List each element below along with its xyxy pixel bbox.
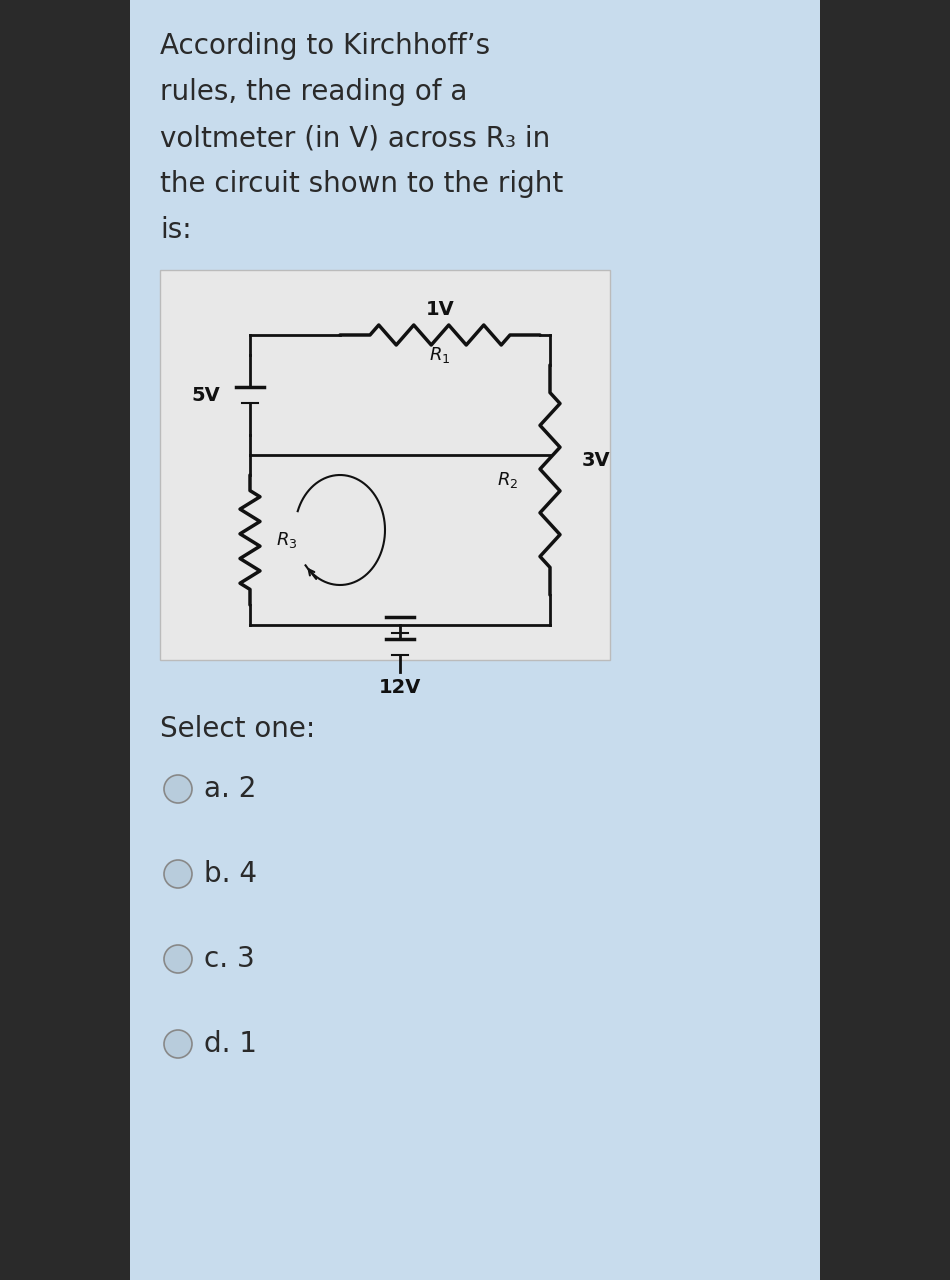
Text: voltmeter (in V) across R₃ in: voltmeter (in V) across R₃ in: [160, 124, 550, 152]
Text: rules, the reading of a: rules, the reading of a: [160, 78, 467, 106]
Circle shape: [164, 945, 192, 973]
Text: the circuit shown to the right: the circuit shown to the right: [160, 170, 563, 198]
Text: 12V: 12V: [379, 677, 421, 696]
Text: 5V: 5V: [191, 385, 220, 404]
Text: $R_2$: $R_2$: [497, 470, 518, 490]
Text: Select one:: Select one:: [160, 716, 315, 742]
Text: b. 4: b. 4: [204, 860, 257, 888]
Text: a. 2: a. 2: [204, 774, 256, 803]
FancyBboxPatch shape: [160, 270, 610, 660]
Circle shape: [164, 774, 192, 803]
Text: c. 3: c. 3: [204, 945, 255, 973]
Text: d. 1: d. 1: [204, 1030, 257, 1059]
Text: $R_3$: $R_3$: [276, 530, 297, 550]
Circle shape: [164, 1030, 192, 1059]
Text: 1V: 1V: [426, 300, 454, 319]
Text: is:: is:: [160, 216, 192, 244]
Text: $R_1$: $R_1$: [429, 346, 450, 365]
FancyBboxPatch shape: [130, 0, 820, 1280]
Circle shape: [164, 860, 192, 888]
Text: According to Kirchhoff’s: According to Kirchhoff’s: [160, 32, 490, 60]
Text: 3V: 3V: [582, 451, 611, 470]
